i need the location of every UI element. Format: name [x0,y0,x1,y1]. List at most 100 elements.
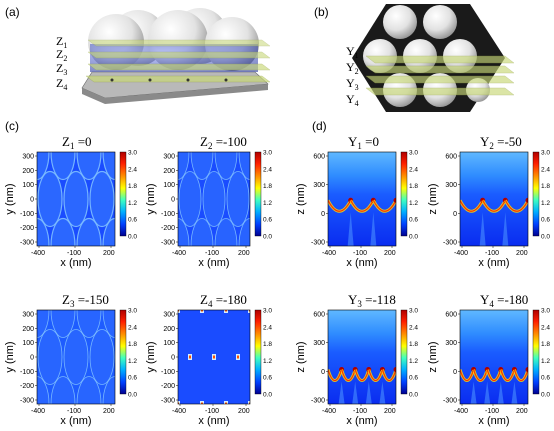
y-tick-label: 0 [171,355,175,362]
plane-y1 [365,55,515,64]
plane-y4 [365,87,515,96]
y-tick-label: 300 [22,312,34,319]
colorbar-tick-label: 1.2 [541,200,550,207]
map-title: Z4 =-180 [200,292,247,309]
colorbar-tick-label: 1.8 [263,183,272,190]
lens-cell [37,310,50,338]
colorbar-tick-label: 1.2 [541,358,550,365]
label-z3: Z3 [56,61,67,77]
colorbar-tick-label: 0.0 [541,234,550,241]
x-tick-label: -100 [205,250,219,257]
hotspot-core [178,402,179,404]
panel-label-a: (a) [5,5,20,19]
x-tick-label: 200 [384,408,396,415]
field-arc-core [341,369,356,382]
colorbar-tick-label: 3.0 [409,308,418,315]
lens-cell [214,218,238,246]
plane-y2 [365,65,515,74]
colorbar-tick-label: 0.0 [263,234,272,241]
field-arc-core [460,200,484,212]
colorbar-tick-label: 3.0 [263,308,272,315]
hotspot-core [201,310,203,312]
map-background [328,310,396,404]
lens-cell [37,152,50,181]
y-tick-label: 600 [445,154,457,161]
lens-cell [63,170,89,228]
map-background [328,152,396,246]
contact-shadow [497,381,504,404]
map-frame [459,151,529,247]
lens-cell [89,329,115,385]
colorbar-tick-label: 0.6 [541,375,550,382]
colorbar-tick-label: 1.2 [128,358,137,365]
map-image [460,310,528,404]
hotspot-core [213,355,215,359]
lens-cell [63,329,89,385]
colorbar-tick-label: 1.8 [263,341,272,348]
y-axis-label: y (nm) [4,341,16,372]
field-maps: Z1 =0 -400 -100 200 300 200 100 0 -100 -200 -300 x … [4,134,550,427]
y-tick-label: -200 [161,383,175,390]
x-tick-label: -400 [322,250,336,257]
colorbar-tick-label: 1.2 [128,200,137,207]
y-tick-label: 600 [313,312,325,319]
colorbar-tick-label: 3.0 [128,150,137,157]
field-arc-core [504,200,528,212]
colorbar-tick-label: 1.8 [128,183,137,190]
colorbar-tick-label: 0.6 [263,375,272,382]
colorbar-tick-label: 3.0 [128,308,137,315]
x-tick-label: -400 [31,250,45,257]
field-arc-core [381,369,396,382]
y-tick-label: -300 [443,398,457,405]
lens-cell [50,217,76,246]
map-title: Z1 =0 [62,134,92,151]
contact-shadow [479,212,486,246]
hotspot [525,367,528,373]
colorbar-tick-label: 1.8 [409,183,418,190]
map-title: Y4 =-180 [480,292,528,309]
y-tick-label: -100 [20,369,34,376]
lens-cell [50,310,76,338]
y-tick-label: 600 [313,154,325,161]
colorbar-tick-label: 0.6 [409,217,418,224]
colorbar-tick-label: 0.0 [409,234,418,241]
contact-shadow [502,212,509,246]
map-c-1: Z1 =0 -400 -100 200 300 200 100 0 -100 -200 -300 x … [4,134,137,269]
field-arc-core [460,369,475,382]
map-image [328,152,396,246]
y-axis-label: y (nm) [145,341,157,372]
x-tick-label: -100 [205,408,219,415]
y-tick-label: -300 [161,240,175,247]
lens-cell [50,376,76,404]
plane-z3 [87,63,271,71]
x-tick-label: 200 [516,250,528,257]
colorbar-tick-label: 3.0 [541,150,550,157]
hotspot [525,197,528,203]
lens-cell [190,152,214,180]
y-tick-label: 300 [163,154,175,161]
map-c-3: Z3 =-150 -400 -100 200 300 200 100 0 -100 -200 -30… [4,292,137,427]
y-tick-label: 0 [171,197,175,204]
y-tick-label: -100 [161,369,175,376]
field-arc-core [513,369,528,382]
y-tick-label: 300 [163,312,175,319]
x-tick-label: 200 [103,408,115,415]
colorbar-tick-label: 1.2 [409,358,418,365]
lens-cell [50,152,76,181]
map-frame [459,309,529,405]
colorbar-tick-label: 3.0 [541,308,550,315]
lens-cell [178,218,190,246]
map-title: Z2 =-100 [200,134,247,151]
map-background [460,310,528,404]
map-frame [327,309,397,405]
lens-cell [76,310,102,338]
colorbar-tick-label: 2.4 [541,324,550,331]
colorbar-tick-label: 0.6 [541,217,550,224]
hotspot [393,367,396,373]
y-tick-label: 100 [22,182,34,189]
colorbar-tick-label: 0.6 [409,375,418,382]
contact-shadow [352,381,359,404]
y-tick-label: 0 [321,211,325,218]
field-arc-core [350,200,374,212]
colorbar [119,151,127,237]
